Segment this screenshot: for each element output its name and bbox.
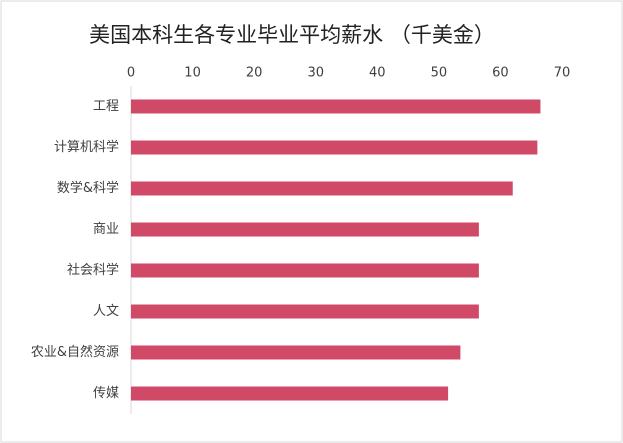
bar xyxy=(131,222,479,237)
y-tick-label: 商业 xyxy=(93,222,119,237)
x-tick-label: 10 xyxy=(184,66,201,81)
y-tick-label: 数学&科学 xyxy=(57,180,119,196)
y-tick-label: 传媒 xyxy=(93,386,119,401)
bar xyxy=(131,181,513,196)
x-tick-label: 50 xyxy=(431,66,448,81)
bar xyxy=(131,140,538,155)
x-tick-label: 0 xyxy=(127,66,135,81)
y-tick-label: 农业&自然资源 xyxy=(31,344,119,360)
bar xyxy=(131,304,479,319)
chart-title: 美国本科生各专业毕业平均薪水 （千美金） xyxy=(89,23,495,47)
y-tick-label: 社会科学 xyxy=(67,262,119,278)
x-tick-label: 70 xyxy=(554,66,571,81)
bar xyxy=(131,99,541,114)
bar xyxy=(131,386,449,401)
x-tick-label: 60 xyxy=(492,66,509,81)
x-tick-label: 30 xyxy=(307,66,324,81)
y-tick-label: 工程 xyxy=(93,99,119,114)
x-tick-label: 20 xyxy=(246,66,263,81)
y-tick-label: 计算机科学 xyxy=(54,139,119,155)
bar xyxy=(131,263,479,278)
y-tick-label: 人文 xyxy=(93,304,119,319)
bar xyxy=(131,345,461,360)
x-tick-label: 40 xyxy=(369,66,386,81)
